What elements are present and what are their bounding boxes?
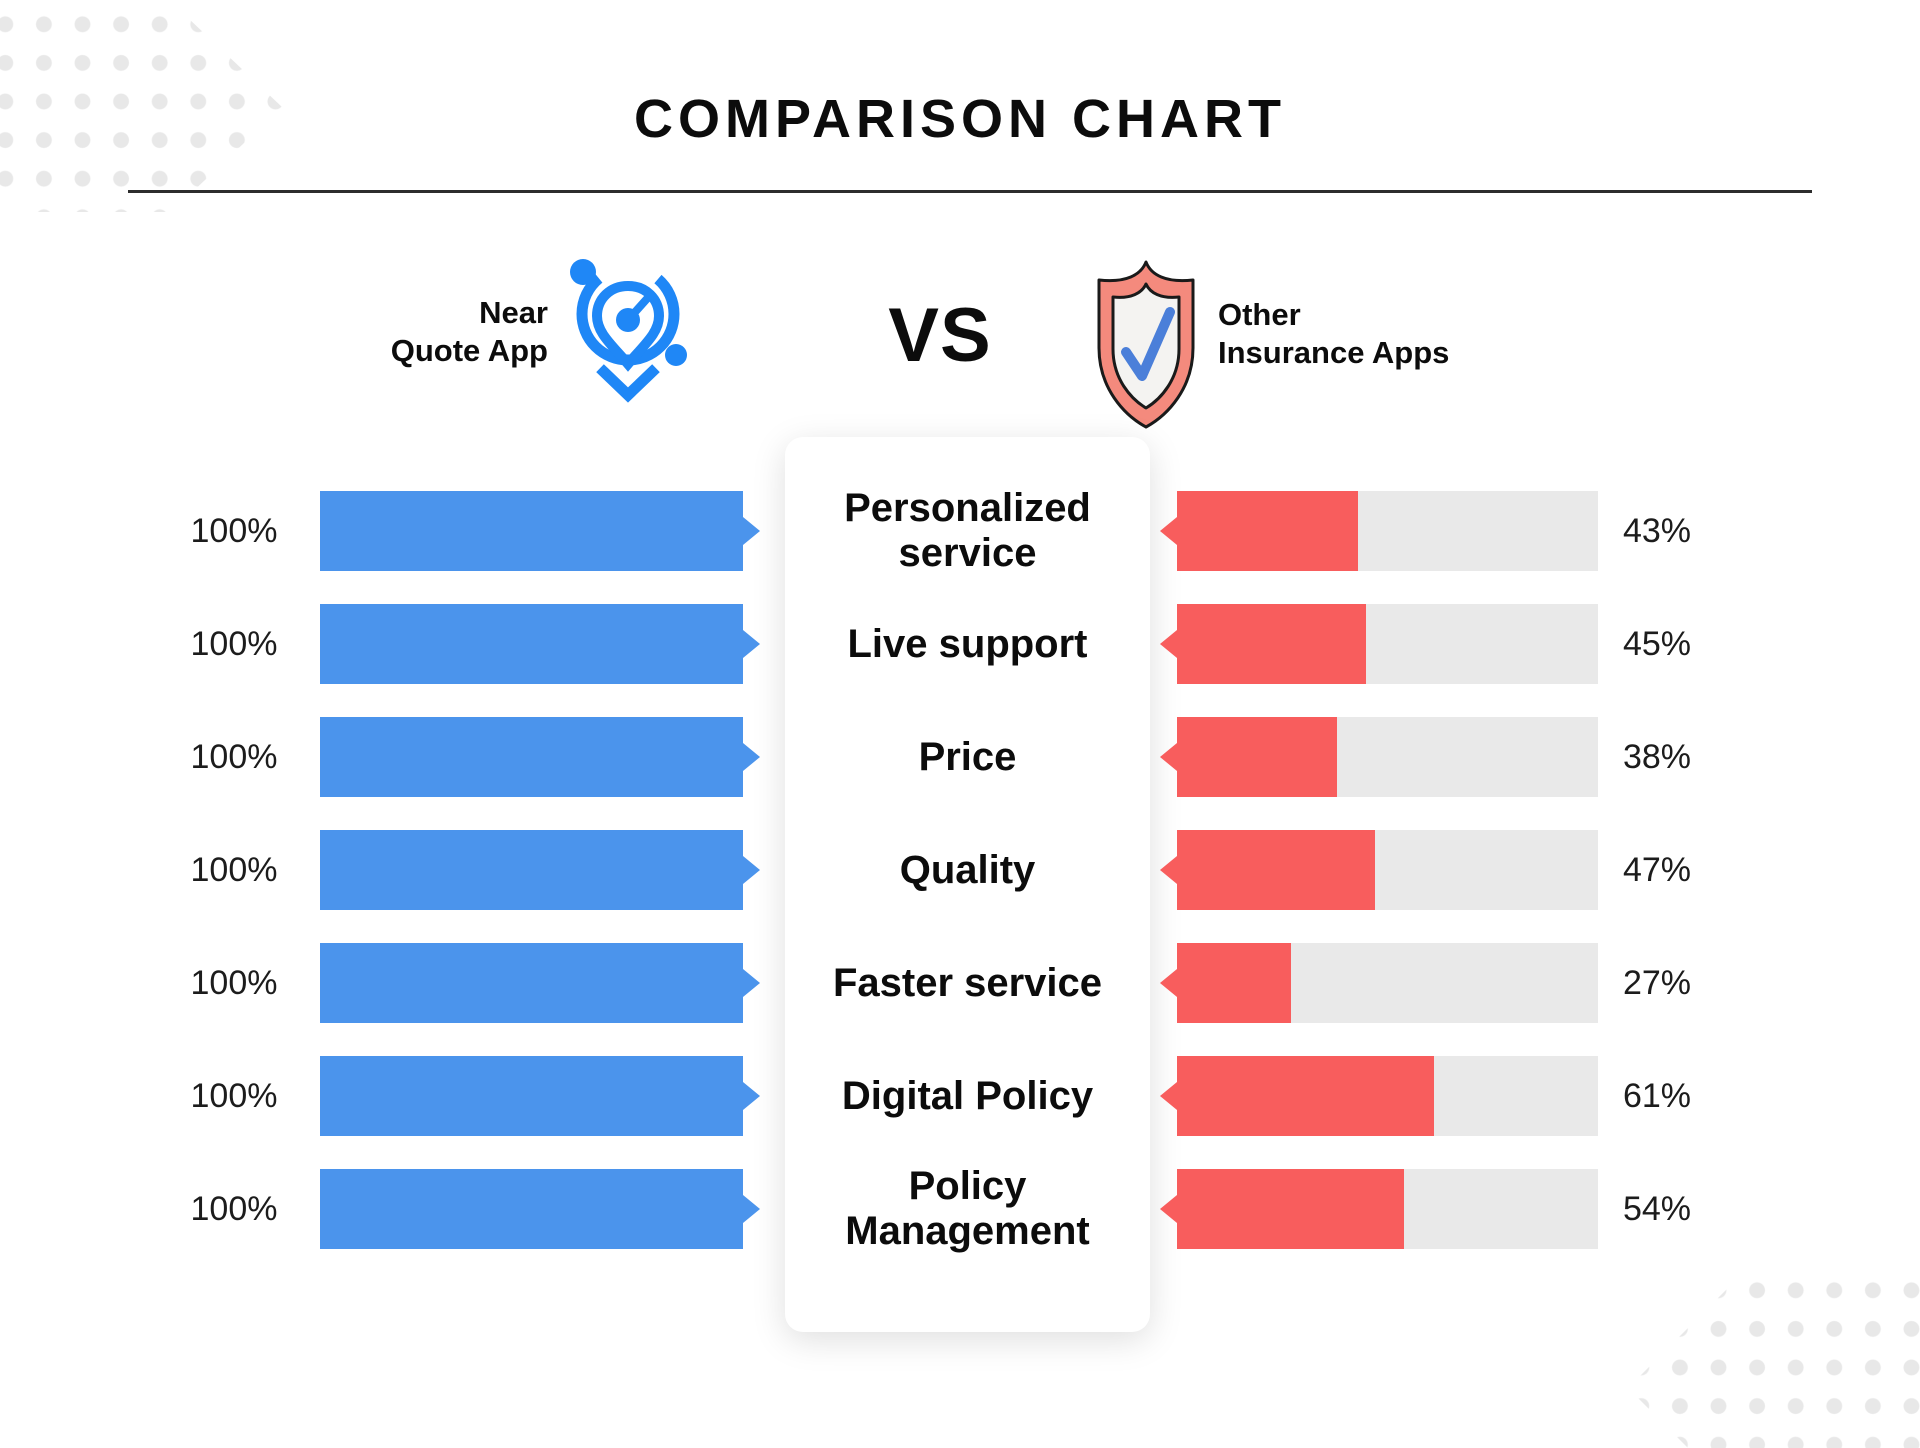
near-quote-bar <box>320 491 743 571</box>
category-label: Faster service <box>832 960 1103 1005</box>
other-apps-value: 43% <box>1622 511 1692 550</box>
other-apps-bar <box>1177 830 1375 910</box>
other-apps-track <box>1177 491 1598 571</box>
other-apps-line1: Other <box>1218 297 1301 332</box>
other-apps-value: 61% <box>1622 1076 1692 1115</box>
other-apps-line2: Insurance Apps <box>1218 335 1450 370</box>
near-quote-app-line1: Near <box>479 295 548 330</box>
other-apps-track <box>1177 943 1598 1023</box>
other-apps-track <box>1177 717 1598 797</box>
near-quote-bar <box>320 604 743 684</box>
other-apps-track <box>1177 1169 1598 1249</box>
other-apps-track <box>1177 1056 1598 1136</box>
table-row: 100% Personalized service 43% <box>0 486 1920 575</box>
table-row: 100% Price 38% <box>0 717 1920 797</box>
table-row: 100% Live support 45% <box>0 604 1920 684</box>
near-quote-value: 100% <box>190 511 278 550</box>
page-title: COMPARISON CHART <box>634 89 1286 149</box>
near-quote-app-label: Near Quote App <box>300 294 548 370</box>
other-apps-bar <box>1177 943 1291 1023</box>
table-row: 100% Policy Management 54% <box>0 1164 1920 1253</box>
near-quote-bar <box>320 943 743 1023</box>
other-apps-track <box>1177 830 1598 910</box>
near-quote-value: 100% <box>190 624 278 663</box>
other-apps-value: 45% <box>1622 624 1692 663</box>
near-quote-app-line2: Quote App <box>390 333 548 368</box>
table-row: 100% Digital Policy 61% <box>0 1056 1920 1136</box>
comparison-rows: 100% Personalized service 43% 100% Live … <box>0 486 1920 1282</box>
category-label: Live support <box>847 621 1088 666</box>
near-quote-value: 100% <box>190 737 278 776</box>
other-insurance-apps-label: Other Insurance Apps <box>1218 296 1578 372</box>
near-quote-value: 100% <box>190 850 278 889</box>
near-quote-value: 100% <box>190 1076 278 1115</box>
other-apps-track <box>1177 604 1598 684</box>
category-label: Price <box>918 734 1017 779</box>
title-underline <box>128 190 1812 193</box>
table-row: 100% Faster service 27% <box>0 943 1920 1023</box>
other-apps-bar <box>1177 1169 1405 1249</box>
other-apps-bar <box>1177 491 1359 571</box>
other-apps-value: 47% <box>1622 850 1692 889</box>
vs-label: VS <box>888 293 992 378</box>
near-quote-value: 100% <box>190 1189 278 1228</box>
corner-dots-bottom-right <box>1628 1268 1920 1448</box>
near-quote-bar <box>320 1169 743 1249</box>
other-apps-bar <box>1177 1056 1434 1136</box>
other-apps-bar <box>1177 717 1337 797</box>
other-apps-bar <box>1177 604 1367 684</box>
other-apps-value: 54% <box>1622 1189 1692 1228</box>
table-row: 100% Quality 47% <box>0 830 1920 910</box>
category-label: Quality <box>899 847 1036 892</box>
near-quote-bar <box>320 1056 743 1136</box>
category-panel <box>785 437 1150 1332</box>
category-label: Personalized service <box>844 486 1091 575</box>
near-quote-bar <box>320 830 743 910</box>
near-quote-value: 100% <box>190 963 278 1002</box>
other-apps-value: 38% <box>1622 737 1692 776</box>
category-label: Policy Management <box>845 1164 1090 1253</box>
location-pin-network-icon <box>570 259 687 403</box>
other-apps-value: 27% <box>1622 963 1692 1002</box>
shield-check-icon <box>1097 260 1195 429</box>
near-quote-bar <box>320 717 743 797</box>
category-label: Digital Policy <box>841 1073 1094 1118</box>
